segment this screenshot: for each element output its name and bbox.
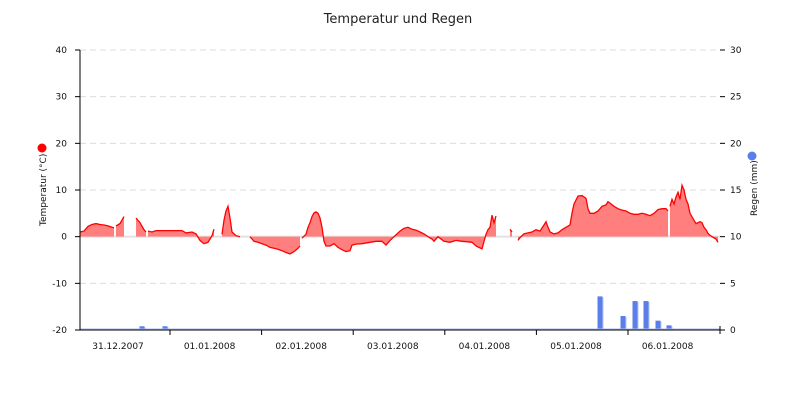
rain-bar <box>162 326 168 330</box>
temperature-line <box>669 182 719 243</box>
temperature-area-fill <box>116 216 124 237</box>
temperature-area-fill <box>250 236 300 254</box>
gridlines <box>80 49 720 284</box>
x-tick-label: 04.01.2008 <box>459 342 511 352</box>
rain-bar <box>666 325 672 330</box>
y-left-tick-label: 20 <box>56 139 68 149</box>
x-tick-label: 02.01.2008 <box>275 342 327 352</box>
rain-bar <box>655 320 661 330</box>
temperature-area <box>79 182 719 255</box>
y-right-tick-label: 10 <box>730 233 742 243</box>
rain-bar-shade <box>602 297 604 330</box>
temperature-line <box>135 217 147 233</box>
y-right-label: Regen (mm) <box>750 160 760 216</box>
rain-bar <box>643 301 649 330</box>
y-left-tick-label: 30 <box>56 93 68 103</box>
temperature-area-fill <box>136 218 146 237</box>
y-right-tick-label: 5 <box>730 279 736 289</box>
rain-bar <box>139 326 145 330</box>
chart-title: Temperatur und Regen <box>323 12 473 27</box>
temperature-line <box>249 236 301 255</box>
temperature-line <box>509 228 513 233</box>
rain-bar <box>620 316 626 330</box>
temperature-line <box>517 194 669 241</box>
y-right-tick-label: 0 <box>730 326 736 336</box>
temperature-line <box>115 216 125 227</box>
rain-bar-shade <box>660 321 662 330</box>
y-left-label: Temperatur (°C) <box>39 154 49 227</box>
rain-bar <box>597 296 603 330</box>
temperature-line <box>221 204 241 238</box>
temperature-line <box>79 222 115 233</box>
temperature-legend-dot <box>37 143 47 153</box>
temperature-area-fill <box>670 185 718 243</box>
y-left-tick-label: 10 <box>56 186 68 196</box>
rain-bar-shade <box>648 302 650 330</box>
temperature-area-fill <box>148 229 214 244</box>
x-tick-label: 01.01.2008 <box>184 342 236 352</box>
y-right-tick-label: 15 <box>730 186 741 196</box>
rain-bars <box>80 296 720 330</box>
temperature-area-fill <box>222 206 240 237</box>
y-left-tick-label: -10 <box>52 279 67 289</box>
rain-bar-shade <box>671 326 673 330</box>
rain-bar-shade <box>637 302 639 330</box>
rain-legend-dot <box>747 151 757 161</box>
y-left-tick-label: -20 <box>52 326 67 336</box>
temperature-line <box>147 229 215 245</box>
rain-bar <box>632 301 638 330</box>
x-tick-label: 31.12.2007 <box>92 342 144 352</box>
rain-bar-shade <box>625 317 627 330</box>
y-right-tick-label: 30 <box>730 46 742 56</box>
x-tick-label: 05.01.2008 <box>550 342 602 352</box>
temperature-area-fill <box>518 195 668 241</box>
y-left-tick-label: 0 <box>61 233 67 243</box>
x-tick-label: 06.01.2008 <box>642 342 694 352</box>
axes: 40 30 20 10 0 -10 -20 30 25 20 15 10 5 0 31.12.2007 01.… <box>52 46 741 352</box>
y-right-tick-label: 20 <box>730 139 742 149</box>
x-tick-label: 03.01.2008 <box>367 342 419 352</box>
temperature-line <box>301 211 497 253</box>
y-right-tick-label: 25 <box>730 93 741 103</box>
temperature-area-fill <box>510 229 512 237</box>
y-left-tick-label: 40 <box>56 46 68 56</box>
